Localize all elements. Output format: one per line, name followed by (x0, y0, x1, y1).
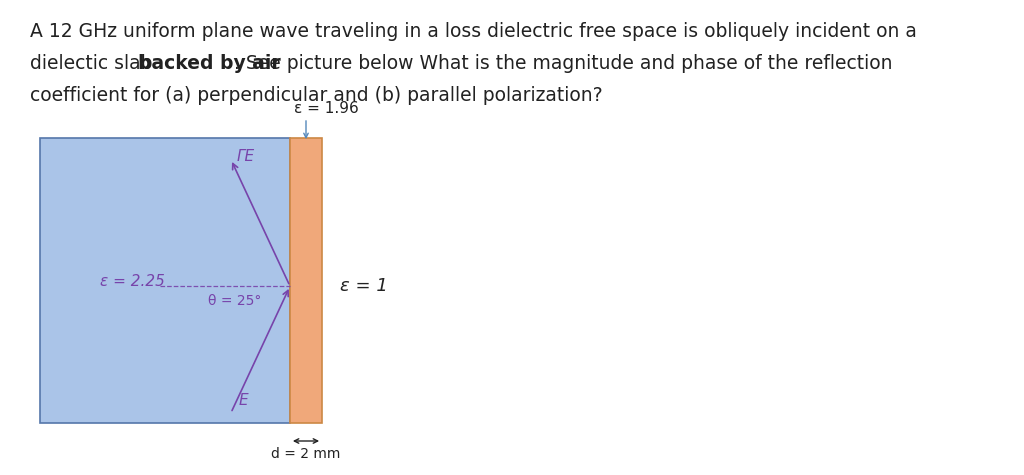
Text: ΓE: ΓE (237, 149, 255, 164)
Text: d = 2 mm: d = 2 mm (271, 447, 341, 461)
Text: E: E (239, 393, 249, 408)
Text: ε = 1.96: ε = 1.96 (294, 101, 358, 116)
Text: dielectic slab: dielectic slab (30, 54, 159, 73)
Text: coefficient for (a) perpendicular and (b) parallel polarization?: coefficient for (a) perpendicular and (b… (30, 86, 603, 105)
Text: backed by air: backed by air (138, 54, 281, 73)
Bar (40, 138, 290, 423)
Bar (290, 138, 322, 423)
Text: ε = 1: ε = 1 (340, 277, 388, 295)
Text: . See picture below What is the magnitude and phase of the reflection: . See picture below What is the magnitud… (234, 54, 893, 73)
Text: θ = 25°: θ = 25° (208, 294, 261, 308)
Text: ε = 2.25: ε = 2.25 (100, 274, 165, 289)
Text: A 12 GHz uniform plane wave traveling in a loss dielectric free space is oblique: A 12 GHz uniform plane wave traveling in… (30, 22, 916, 41)
